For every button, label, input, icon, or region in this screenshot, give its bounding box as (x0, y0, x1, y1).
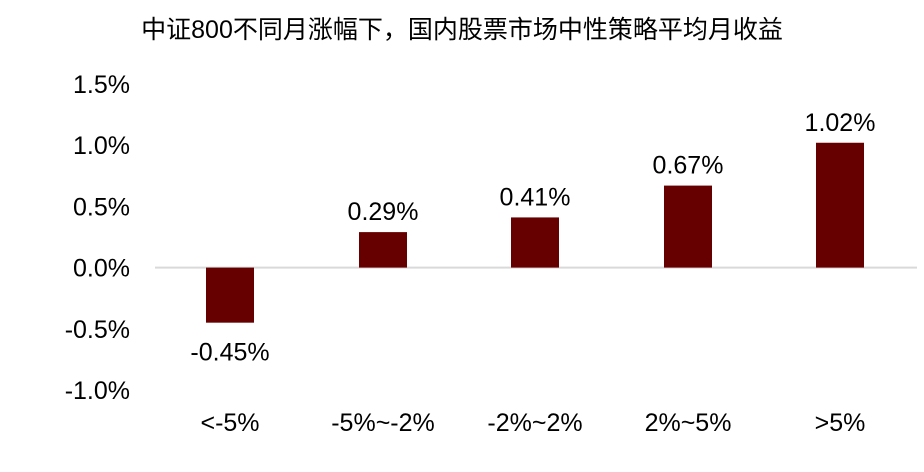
data-label: 0.41% (500, 183, 571, 211)
chart-title: 中证800不同月涨幅下，国内股票市场中性策略平均月收益 (141, 16, 783, 44)
y-tick-label: 1.0% (73, 132, 130, 160)
y-tick-label: 0.0% (73, 255, 130, 283)
bar (664, 185, 712, 268)
data-label: -0.45% (190, 339, 269, 367)
y-axis: 1.5% 1.0% 0.5% 0.0% -0.5% -1.0% (65, 71, 130, 405)
bar (206, 267, 254, 323)
bars (206, 142, 864, 323)
x-category-label: -5%~-2% (331, 409, 435, 437)
y-tick-label: 0.5% (73, 193, 130, 221)
data-label: 0.29% (348, 198, 419, 226)
x-category-label: >5% (815, 409, 866, 437)
x-axis: <-5% -5%~-2% -2%~2% 2%~5% >5% (200, 409, 865, 437)
bar (511, 217, 559, 268)
bar (359, 232, 407, 268)
y-tick-label: -1.0% (65, 377, 130, 405)
x-category-label: -2%~2% (487, 409, 582, 437)
data-labels: -0.45% 0.29% 0.41% 0.67% 1.02% (190, 109, 875, 367)
y-tick-label: 1.5% (73, 71, 130, 99)
x-category-label: <-5% (200, 409, 259, 437)
x-category-label: 2%~5% (645, 409, 732, 437)
data-label: 1.02% (805, 109, 876, 137)
data-label: 0.67% (653, 152, 724, 180)
y-tick-label: -0.5% (65, 316, 130, 344)
bar (816, 142, 864, 268)
